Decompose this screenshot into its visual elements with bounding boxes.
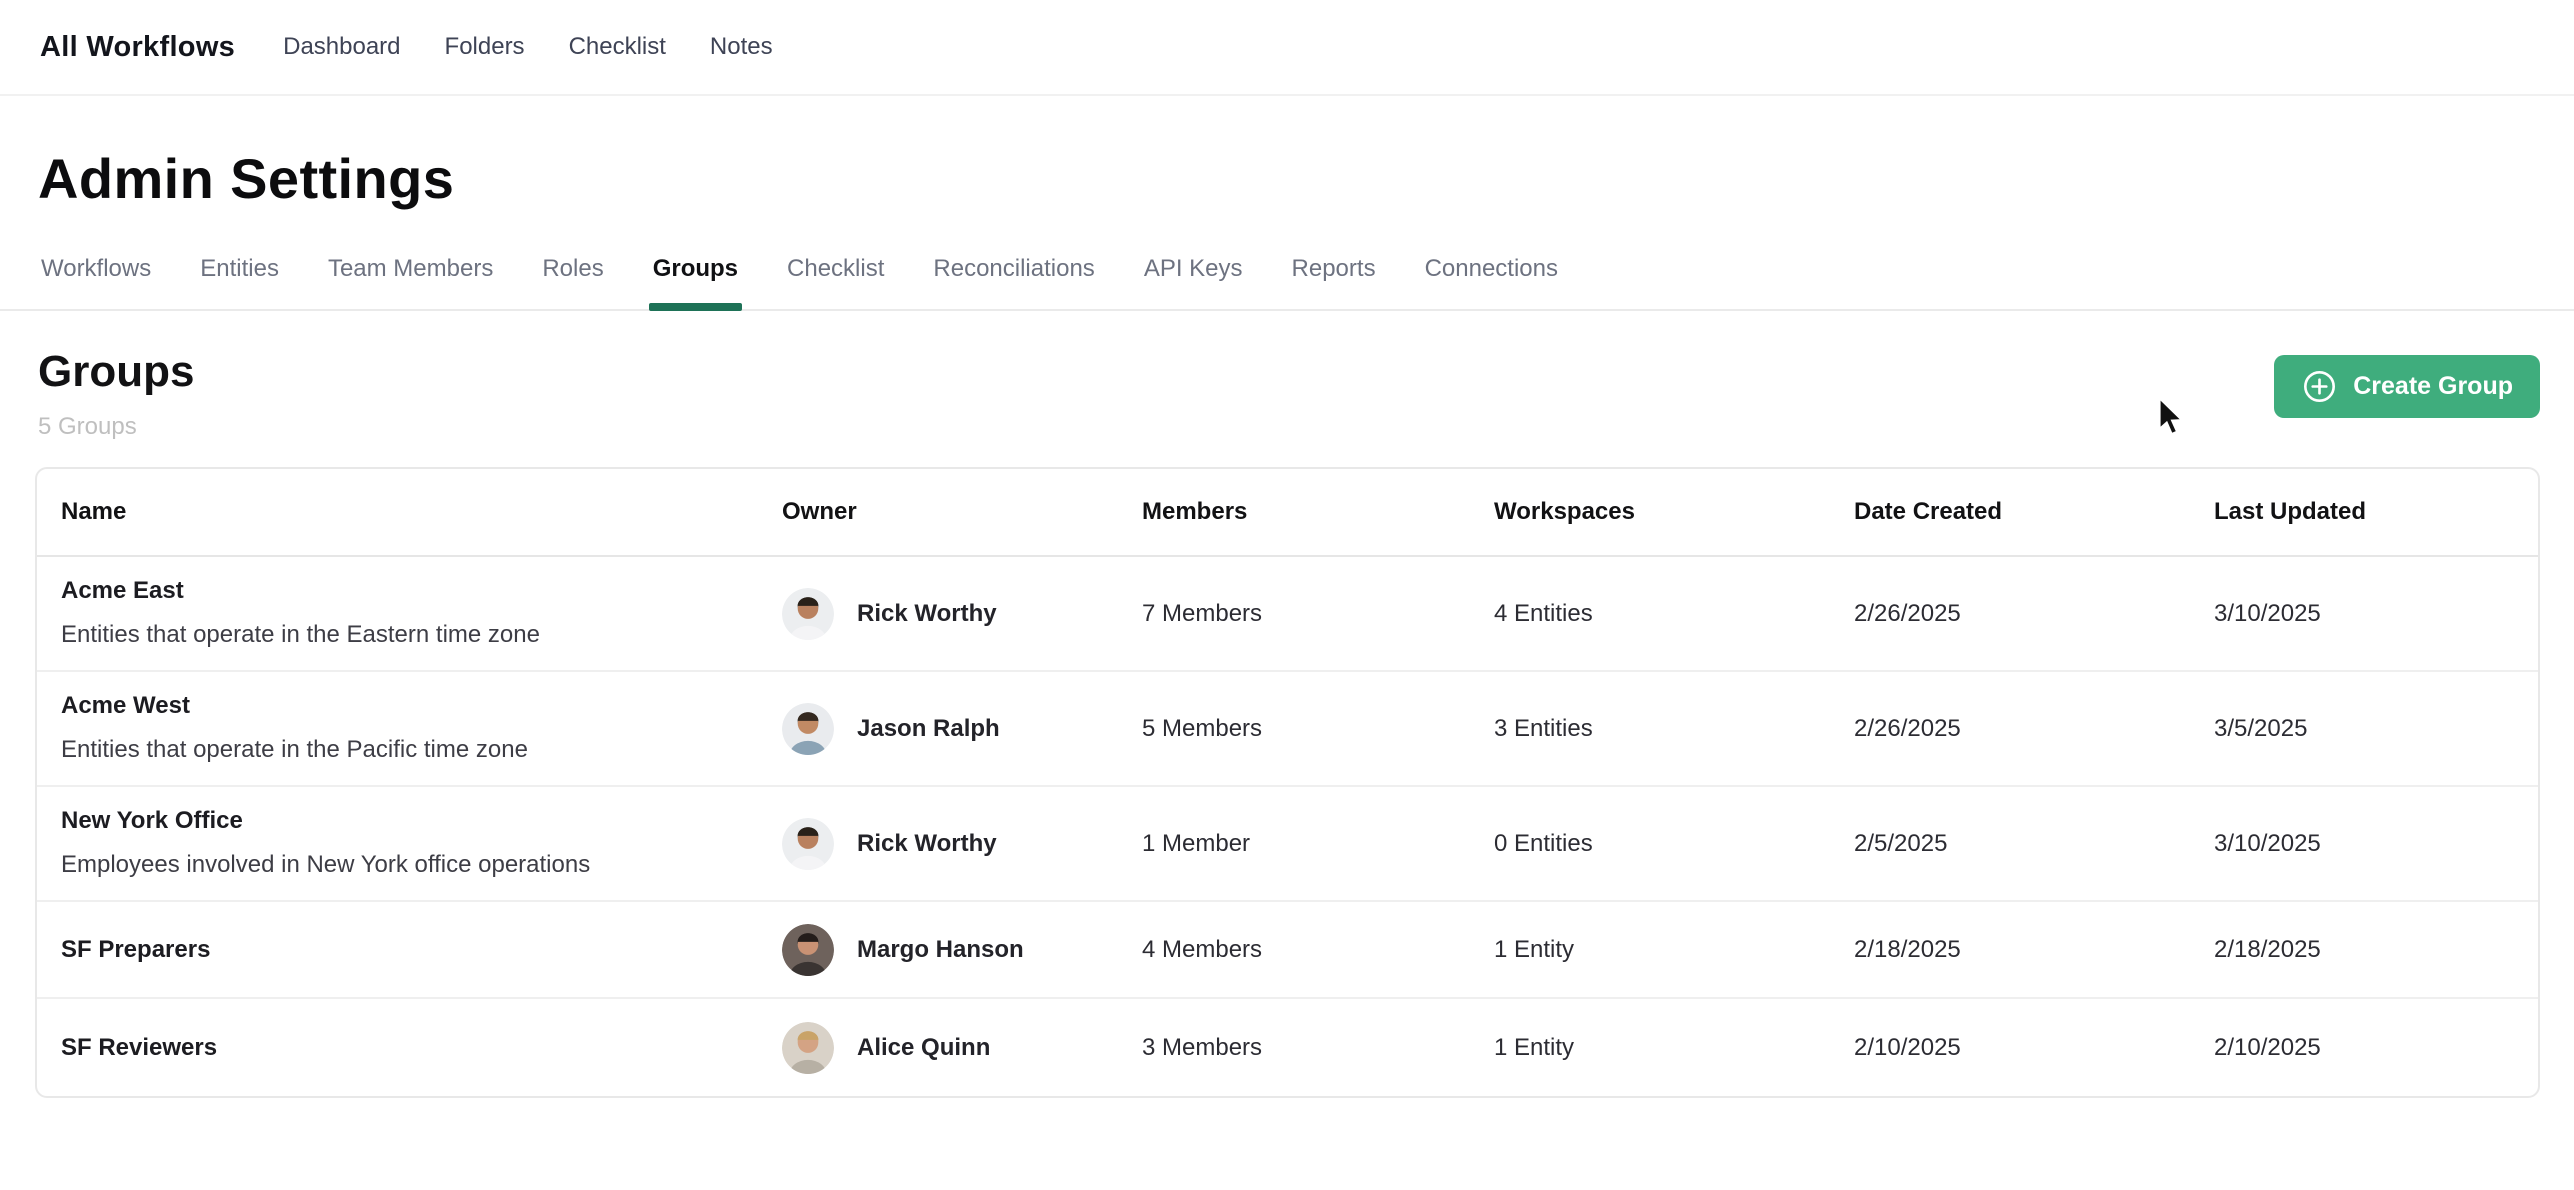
column-header-members: Members <box>1142 498 1248 525</box>
column-header-name: Name <box>61 498 127 525</box>
column-header-owner: Owner <box>782 498 857 525</box>
owner-cell: Jason Ralph <box>782 702 1142 755</box>
group-name[interactable]: Acme West <box>61 692 190 719</box>
owner-cell: Rick Worthy <box>782 587 1142 640</box>
owner-avatar <box>782 702 834 755</box>
group-name[interactable]: SF Preparers <box>61 935 211 963</box>
tab-workflows[interactable]: Workflows <box>41 255 152 282</box>
nav-link-notes[interactable]: Notes <box>709 33 773 60</box>
members-cell: 5 Members <box>1142 714 1263 742</box>
table-row[interactable]: Acme East Entities that operate in the E… <box>37 557 2538 672</box>
column-header-workspaces: Workspaces <box>1494 498 1635 525</box>
column-header-last-updated: Last Updated <box>2214 498 2367 525</box>
section-title: Groups <box>38 347 195 396</box>
owner-name: Alice Quinn <box>857 1033 991 1061</box>
owner-avatar <box>782 817 834 870</box>
groups-table: Name Owner Members Workspaces Date Created La… <box>35 467 2540 1098</box>
last-updated-cell: 3/5/2025 <box>2214 714 2308 742</box>
tab-reports[interactable]: Reports <box>1291 255 1376 282</box>
owner-cell: Margo Hanson <box>782 923 1142 976</box>
workspaces-cell: 1 Entity <box>1494 1033 1575 1061</box>
group-name[interactable]: SF Reviewers <box>61 1033 218 1061</box>
date-created-cell: 2/26/2025 <box>1854 599 1961 627</box>
table-row[interactable]: Acme West Entities that operate in the P… <box>37 672 2538 787</box>
nav-link-dashboard[interactable]: Dashboard <box>283 33 401 60</box>
group-name[interactable]: Acme East <box>61 577 184 604</box>
create-group-button[interactable]: Create Group <box>2274 355 2540 418</box>
owner-avatar <box>782 1021 834 1074</box>
owner-avatar <box>782 923 834 976</box>
owner-name: Jason Ralph <box>857 714 1000 742</box>
members-cell: 7 Members <box>1142 599 1263 627</box>
create-group-label: Create Group <box>2353 372 2513 400</box>
members-cell: 1 Member <box>1142 829 1251 857</box>
owner-name: Rick Worthy <box>857 829 997 857</box>
group-description: Entities that operate in the Eastern tim… <box>61 621 540 648</box>
table-row[interactable]: New York Office Employees involved in Ne… <box>37 787 2538 902</box>
tab-entities[interactable]: Entities <box>200 255 279 282</box>
nav-link-checklist[interactable]: Checklist <box>568 33 666 60</box>
tab-roles[interactable]: Roles <box>542 255 604 282</box>
name-cell: SF Reviewers <box>37 1016 782 1080</box>
name-cell: New York Office Employees involved in Ne… <box>37 789 782 898</box>
members-cell: 4 Members <box>1142 935 1263 963</box>
page-title: Admin Settings <box>38 147 455 210</box>
name-cell: Acme West Entities that operate in the P… <box>37 674 782 783</box>
owner-name: Rick Worthy <box>857 599 997 627</box>
tab-checklist[interactable]: Checklist <box>787 255 885 282</box>
last-updated-cell: 2/18/2025 <box>2214 935 2321 963</box>
brand-all-workflows[interactable]: All Workflows <box>40 30 236 63</box>
workspaces-cell: 1 Entity <box>1494 935 1575 963</box>
owner-avatar <box>782 587 834 640</box>
members-cell: 3 Members <box>1142 1033 1263 1061</box>
last-updated-cell: 3/10/2025 <box>2214 599 2321 627</box>
table-row[interactable]: SF Preparers Margo Hanson 4 Members 1 En… <box>37 902 2538 999</box>
date-created-cell: 2/18/2025 <box>1854 935 1961 963</box>
workspaces-cell: 0 Entities <box>1494 829 1593 857</box>
workspaces-cell: 3 Entities <box>1494 714 1593 742</box>
date-created-cell: 2/10/2025 <box>1854 1033 1961 1061</box>
top-navigation: All Workflows Dashboard Folders Checklist N… <box>0 0 2574 96</box>
tab-team-members[interactable]: Team Members <box>327 255 494 282</box>
plus-circle-icon <box>2301 368 2338 405</box>
tab-api-keys[interactable]: API Keys <box>1143 255 1243 282</box>
date-created-cell: 2/26/2025 <box>1854 714 1961 742</box>
table-body: Acme East Entities that operate in the E… <box>37 557 2538 1096</box>
owner-cell: Rick Worthy <box>782 817 1142 870</box>
group-description: Employees involved in New York office op… <box>61 851 591 878</box>
table-header-row: Name Owner Members Workspaces Date Created La… <box>37 469 2538 557</box>
group-name[interactable]: New York Office <box>61 807 243 834</box>
owner-cell: Alice Quinn <box>782 1021 1142 1074</box>
last-updated-cell: 3/10/2025 <box>2214 829 2321 857</box>
workspaces-cell: 4 Entities <box>1494 599 1593 627</box>
group-description: Entities that operate in the Pacific tim… <box>61 736 528 763</box>
date-created-cell: 2/5/2025 <box>1854 829 1948 857</box>
owner-name: Margo Hanson <box>857 935 1024 963</box>
tab-connections[interactable]: Connections <box>1424 255 1558 282</box>
tab-groups[interactable]: Groups <box>648 255 743 311</box>
group-count: 5 Groups <box>38 413 137 440</box>
groups-section-header: Groups 5 Groups Create Group <box>0 311 2574 441</box>
last-updated-cell: 2/10/2025 <box>2214 1033 2321 1061</box>
tab-reconciliations[interactable]: Reconciliations <box>933 255 1095 282</box>
groups-title-block: Groups 5 Groups <box>38 347 194 441</box>
nav-link-folders[interactable]: Folders <box>444 33 525 60</box>
table-row[interactable]: SF Reviewers Alice Quinn 3 Members 1 Ent… <box>37 999 2538 1096</box>
admin-settings-tabs: Workflows Entities Team Members Roles Groups… <box>0 255 2574 311</box>
topnav-links: Dashboard Folders Checklist Notes <box>283 33 773 61</box>
name-cell: SF Preparers <box>37 918 782 982</box>
name-cell: Acme East Entities that operate in the E… <box>37 559 782 668</box>
column-header-date-created: Date Created <box>1854 498 2003 525</box>
